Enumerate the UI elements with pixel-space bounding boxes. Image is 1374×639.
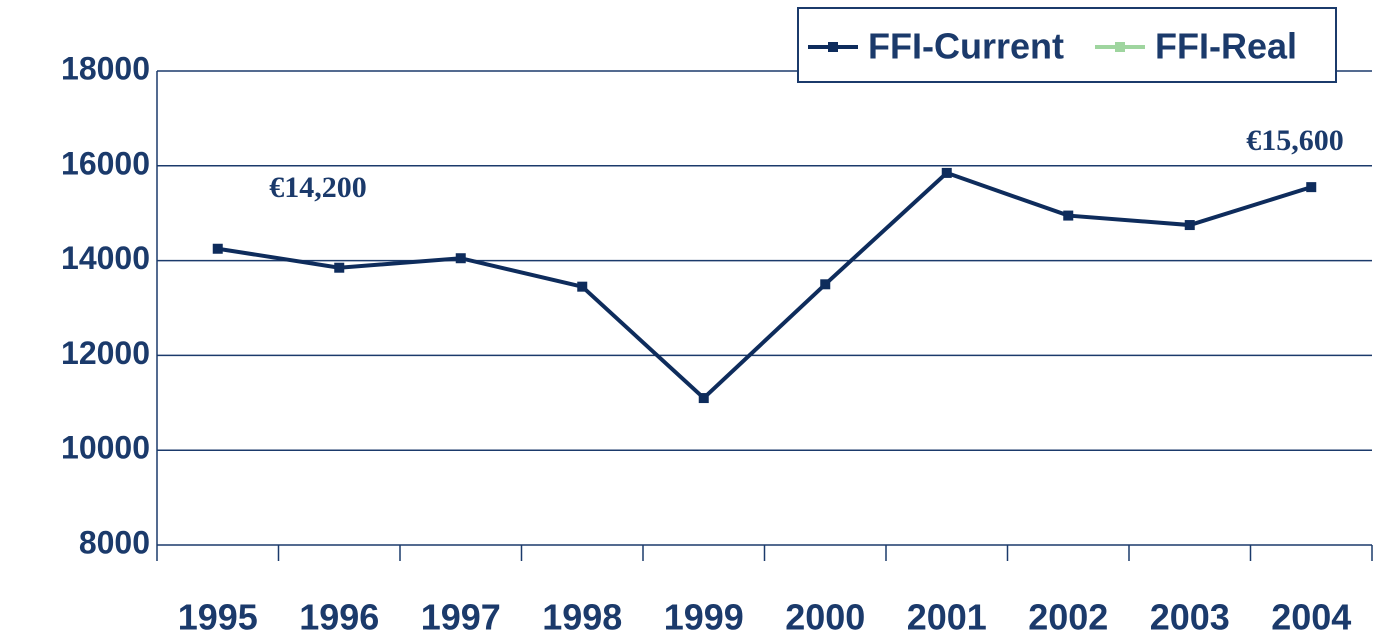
point xyxy=(455,253,466,264)
point xyxy=(334,262,345,273)
x-tick-label: 1999 xyxy=(664,597,744,638)
series-line xyxy=(217,170,1312,401)
x-tick-label: 1998 xyxy=(542,597,622,638)
legend-label: FFI-Real xyxy=(1155,26,1297,67)
x-tick-label: 1996 xyxy=(299,597,379,638)
point xyxy=(820,279,831,290)
point xyxy=(698,393,709,404)
x-tick-label: 2004 xyxy=(1271,597,1351,638)
y-tick-label: 14000 xyxy=(61,240,150,276)
point xyxy=(212,243,223,254)
legend-box xyxy=(797,7,1337,83)
x-tick-label: 2002 xyxy=(1028,597,1108,638)
y-tick-label: 8000 xyxy=(79,524,150,560)
x-tick-label: 2001 xyxy=(907,597,987,638)
y-tick-label: 16000 xyxy=(61,145,150,181)
annotation: €15,600 xyxy=(1246,124,1344,157)
legend-label: FFI-Current xyxy=(868,26,1064,67)
x-tick-label: 1997 xyxy=(421,597,501,638)
y-tick-label: 12000 xyxy=(61,335,150,371)
x-tick-label: 2000 xyxy=(785,597,865,638)
point xyxy=(1184,220,1195,231)
legend-marker xyxy=(828,42,838,52)
point xyxy=(577,281,588,292)
point xyxy=(941,167,952,178)
x-tick-label: 1995 xyxy=(178,597,258,638)
point xyxy=(1063,210,1074,221)
y-tick-label: 18000 xyxy=(61,50,150,86)
point xyxy=(1306,182,1317,193)
annotation: €14,200 xyxy=(269,171,367,204)
x-tick-label: 2003 xyxy=(1150,597,1230,638)
y-tick-label: 10000 xyxy=(61,430,150,466)
legend-marker xyxy=(1115,42,1125,52)
